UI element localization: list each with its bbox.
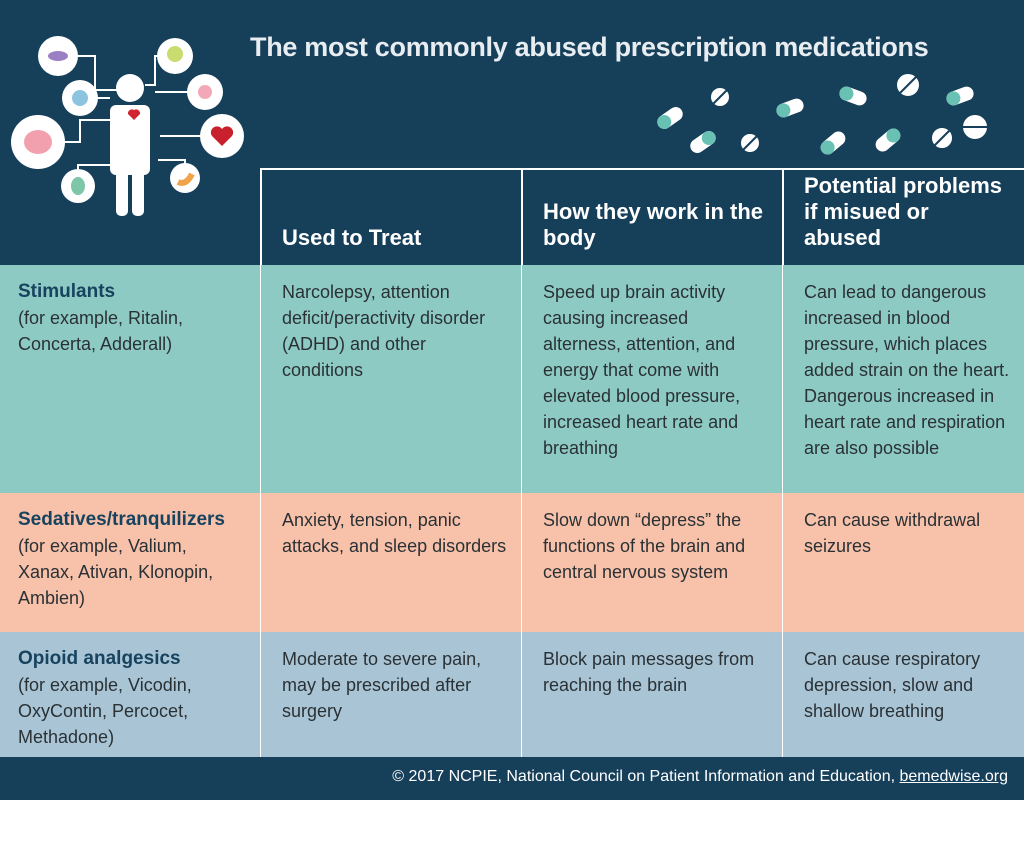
table-cell: Anxiety, tension, panic attacks, and sle… <box>260 493 521 632</box>
table-cell: Can cause respiratory depression, slow a… <box>782 632 1024 757</box>
column-header: Potential problems if misued or abused <box>782 168 1024 265</box>
row-name: Sedatives/tranquilizers <box>18 509 225 530</box>
table-cell: Speed up brain activity causing increase… <box>521 265 782 493</box>
column-header: Used to Treat <box>260 168 521 265</box>
footer-text: © 2017 NCPIE, National Council on Patien… <box>392 768 896 785</box>
row-example: (for example, Vicodin, OxyContin, Percoc… <box>18 675 192 747</box>
table-cell: Moderate to severe pain, may be prescrib… <box>260 632 521 757</box>
footer-link[interactable]: bemedwise.org <box>899 768 1009 785</box>
table-row: Opioid analgesics (for example, Vicodin, … <box>0 632 1024 757</box>
row-header-cell: Opioid analgesics (for example, Vicodin, … <box>0 632 260 757</box>
table-cell: Can cause withdrawal seizures <box>782 493 1024 632</box>
header-band: The most commonly abused prescription me… <box>0 0 1024 265</box>
table-cell: Slow down “depress” the functions of the… <box>521 493 782 632</box>
table-cell: Block pain messages from reaching the br… <box>521 632 782 757</box>
row-example: (for example, Ritalin, Concerta, Adderal… <box>18 308 184 354</box>
column-header: How they work in the body <box>521 168 782 265</box>
row-name: Stimulants <box>18 281 116 302</box>
row-name: Opioid analgesics <box>18 648 181 669</box>
footer: © 2017 NCPIE, National Council on Patien… <box>0 757 1024 800</box>
decorations <box>11 36 989 216</box>
table-row: Sedatives/tranquilizers (for example, Val… <box>0 493 1024 632</box>
row-header-cell: Stimulants (for example, Ritalin, Concert… <box>0 265 260 493</box>
table-row: Stimulants (for example, Ritalin, Concert… <box>0 265 1024 493</box>
title: The most commonly abused prescription me… <box>250 32 929 62</box>
row-example: (for example, Valium, Xanax, Ativan, Klo… <box>18 536 214 608</box>
row-header-cell: Sedatives/tranquilizers (for example, Val… <box>0 493 260 632</box>
table-cell: Narcolepsy, attention deficit/peractivit… <box>260 265 521 493</box>
table-cell: Can lead to dangerous increased in blood… <box>782 265 1024 493</box>
